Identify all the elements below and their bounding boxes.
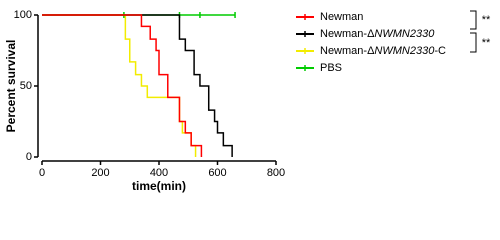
legend-label: Newman-ΔNWMN2330 [320,28,435,40]
significance-label: ** [482,14,491,26]
x-axis-title: time(min) [132,179,186,193]
legend-label: Newman [320,11,363,23]
x-tick-label: 0 [39,167,45,179]
chart: Percent survival time(min) ** ** 0 50 100 0… [4,9,491,193]
significance-label: ** [482,37,491,49]
survival-curve [42,14,203,157]
x-tick-label: 200 [91,167,109,179]
survival-curve [42,14,197,157]
y-axis-title: Percent survival [4,40,18,133]
significance-bracket [470,10,477,30]
significance-bracket [470,32,477,53]
legend-label: PBS [320,62,342,74]
page: {"chart_data": {"type": "survival", "yla… [4,8,491,194]
x-tick-label: 400 [150,167,168,179]
legend-label: Newman-ΔNWMN2330-C [320,45,446,57]
x-tick-label: 800 [267,167,285,179]
y-tick-label: 0 [26,151,32,163]
survival-curve [42,14,233,157]
x-tick-label: 600 [208,167,226,179]
y-tick-label: 100 [14,9,32,21]
y-tick-label: 50 [20,80,32,92]
